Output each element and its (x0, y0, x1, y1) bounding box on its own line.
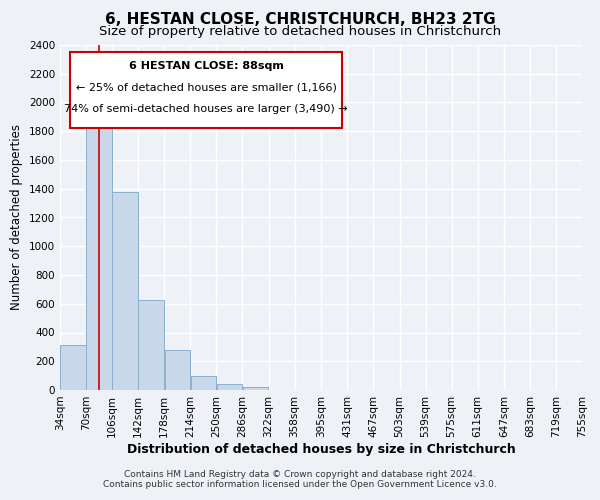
X-axis label: Distribution of detached houses by size in Christchurch: Distribution of detached houses by size … (127, 442, 515, 456)
FancyBboxPatch shape (70, 52, 342, 128)
Text: ← 25% of detached houses are smaller (1,166): ← 25% of detached houses are smaller (1,… (76, 82, 337, 92)
Bar (164, 350, 190, 390)
Y-axis label: Number of detached properties: Number of detached properties (10, 124, 23, 310)
Text: 6 HESTAN CLOSE: 88sqm: 6 HESTAN CLOSE: 88sqm (129, 60, 284, 70)
Bar (112, 192, 138, 390)
Bar (60, 344, 86, 390)
Text: 6, HESTAN CLOSE, CHRISTCHURCH, BH23 2TG: 6, HESTAN CLOSE, CHRISTCHURCH, BH23 2TG (104, 12, 496, 28)
Bar (139, 300, 164, 390)
Bar (191, 376, 216, 390)
Bar (217, 384, 242, 390)
Text: 74% of semi-detached houses are larger (3,490) →: 74% of semi-detached houses are larger (… (64, 104, 348, 114)
Text: Size of property relative to detached houses in Christchurch: Size of property relative to detached ho… (99, 25, 501, 38)
Bar (86, 110, 112, 390)
Bar (243, 387, 268, 390)
Text: Contains HM Land Registry data © Crown copyright and database right 2024.
Contai: Contains HM Land Registry data © Crown c… (103, 470, 497, 489)
